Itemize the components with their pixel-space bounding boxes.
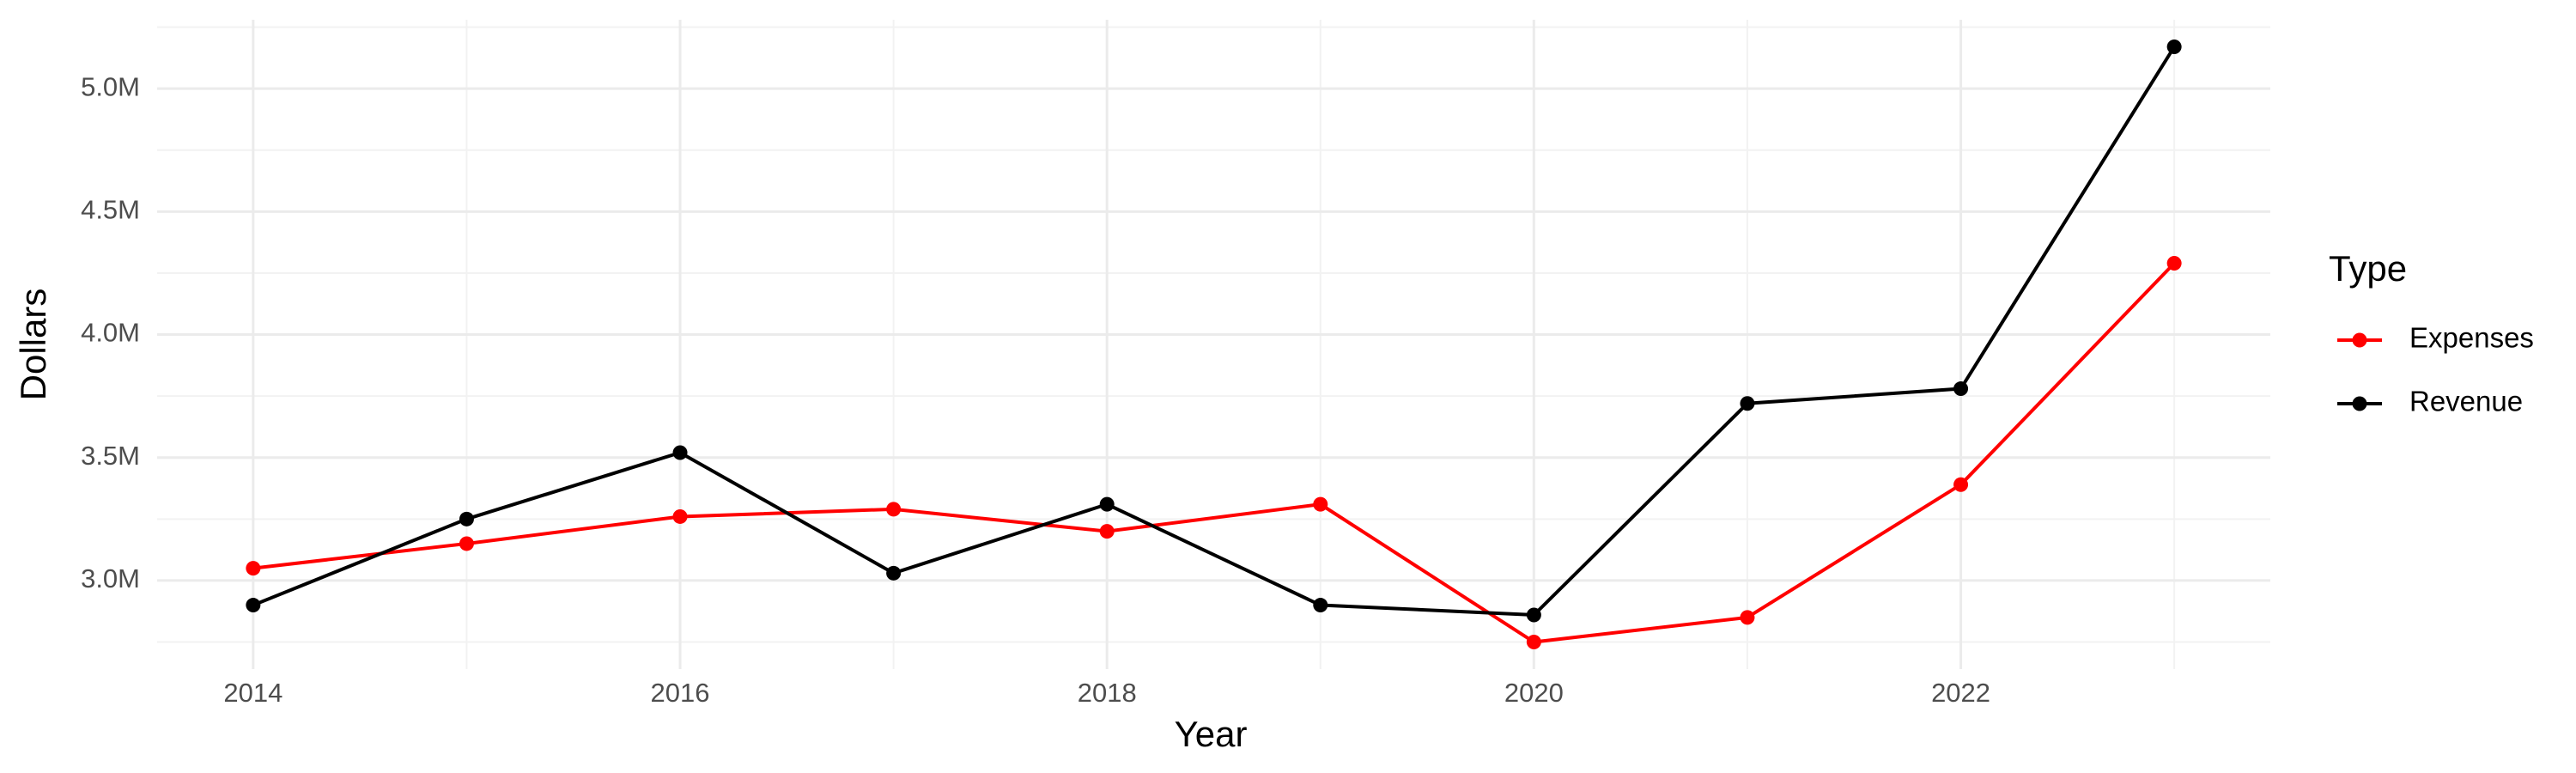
y-tick-label: 5.0M xyxy=(81,71,140,101)
point xyxy=(246,561,261,576)
point xyxy=(672,508,688,524)
line xyxy=(252,262,2176,644)
legend-title: Type xyxy=(2329,248,2407,289)
point xyxy=(1740,610,1755,625)
point xyxy=(886,565,902,581)
x-tick-label: 2016 xyxy=(651,678,710,708)
y-tick-label: 3.0M xyxy=(81,563,140,593)
point xyxy=(2166,256,2182,271)
point xyxy=(1313,496,1328,512)
point xyxy=(459,536,474,551)
point xyxy=(246,598,261,613)
y-tick-label: 4.5M xyxy=(81,195,140,225)
point xyxy=(1740,396,1755,411)
point xyxy=(1099,496,1115,512)
legend-point xyxy=(2352,332,2367,348)
x-tick-label: 2014 xyxy=(223,678,283,708)
legend-label: Expenses xyxy=(2409,322,2534,354)
point xyxy=(672,445,688,460)
legend-point xyxy=(2352,396,2367,411)
y-tick-label: 3.5M xyxy=(81,441,140,471)
point xyxy=(886,502,902,517)
legend-label: Revenue xyxy=(2409,386,2523,417)
x-tick-label: 2022 xyxy=(1931,678,1990,708)
x-tick-label: 2020 xyxy=(1504,678,1564,708)
y-tick-label: 4.0M xyxy=(81,318,140,348)
point xyxy=(1526,607,1541,623)
point xyxy=(1313,598,1328,613)
point xyxy=(2166,40,2182,54)
x-tick-label: 2018 xyxy=(1078,678,1137,708)
point xyxy=(1099,524,1115,539)
point xyxy=(1526,635,1541,649)
point xyxy=(1953,477,1969,492)
y-axis-title: Dollars xyxy=(13,289,53,401)
x-axis-title: Year xyxy=(1175,714,1248,754)
grid xyxy=(157,20,2270,669)
point xyxy=(459,511,474,526)
line xyxy=(252,46,2176,618)
point xyxy=(1953,381,1969,397)
